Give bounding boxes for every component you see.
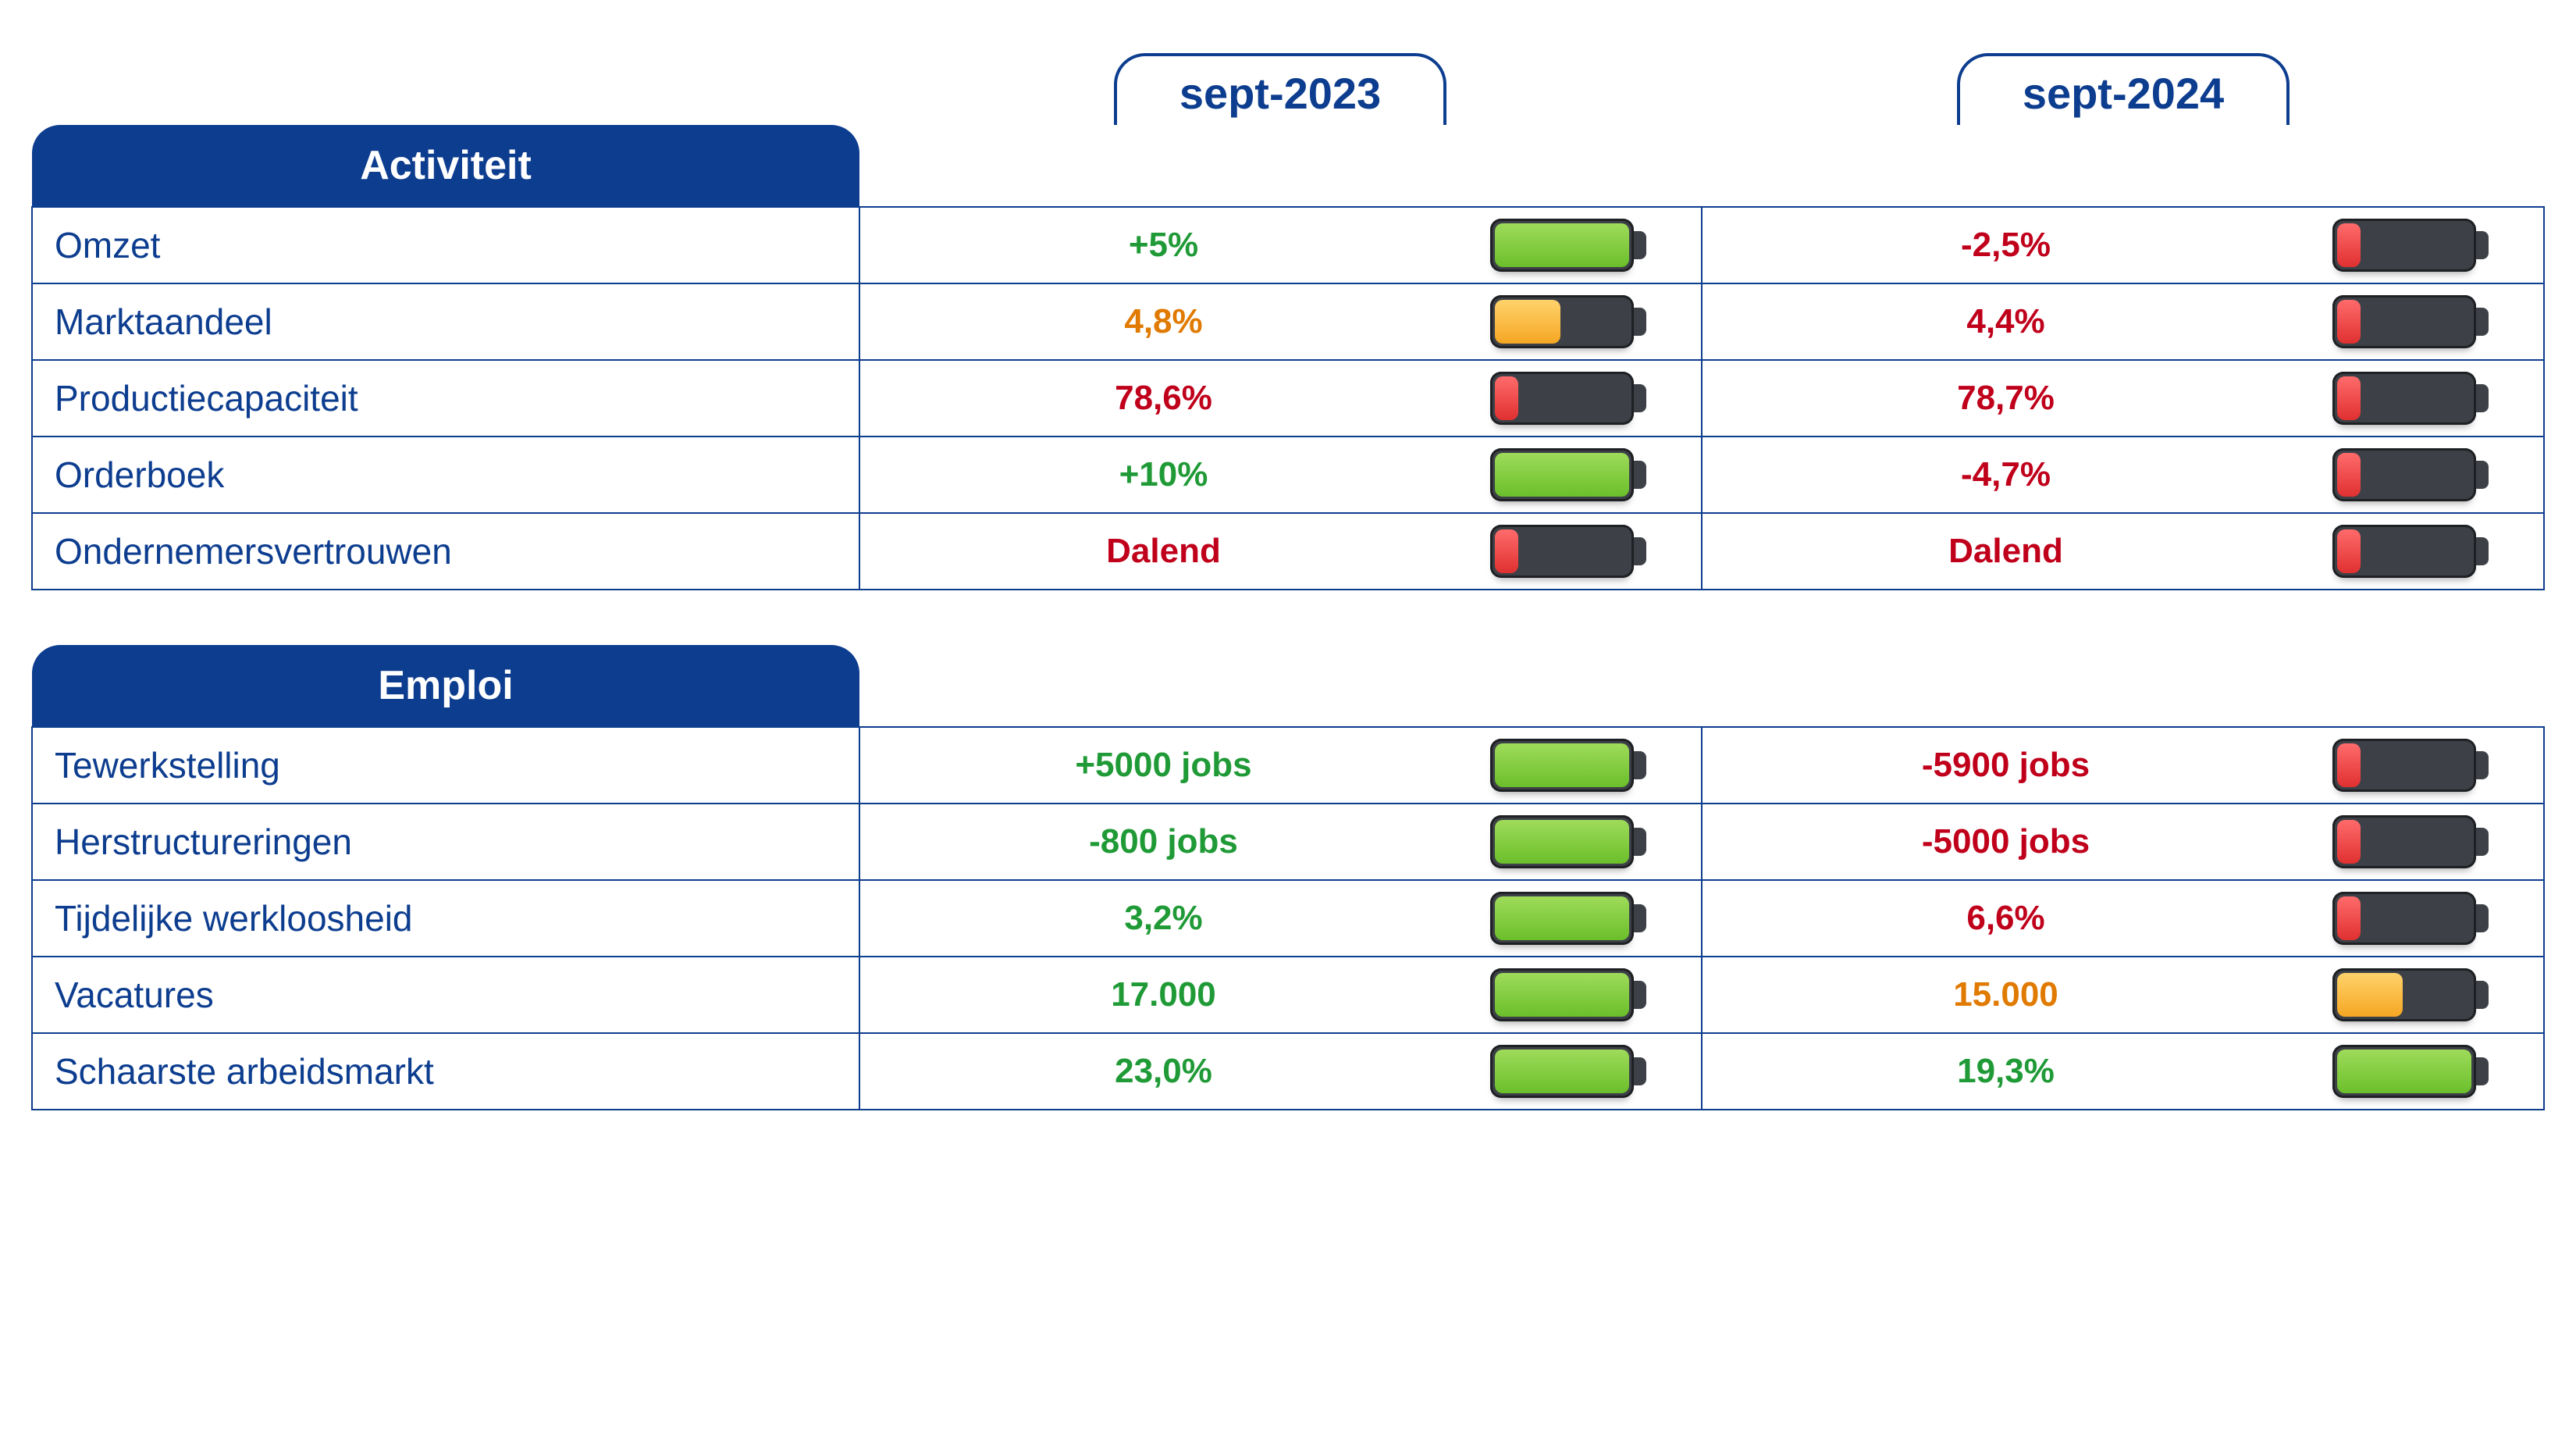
battery-icon	[2332, 892, 2489, 945]
period-cell: 15.000	[1702, 957, 2544, 1033]
period-cell: Dalend	[859, 513, 1702, 590]
metric-value: -4,7%	[1703, 455, 2309, 494]
battery-icon	[1490, 1045, 1646, 1098]
table-activiteit: Activiteit Omzet+5% -2,5% Marktaandeel4,8%…	[31, 125, 2545, 590]
metric-value: 3,2%	[860, 899, 1467, 938]
battery-icon	[1490, 295, 1646, 348]
table-row: Omzet+5% -2,5%	[32, 207, 2544, 283]
battery-icon	[1490, 739, 1646, 792]
period-cell: 23,0%	[859, 1033, 1702, 1110]
period-cell: -2,5%	[1702, 207, 2544, 283]
section-rows-activiteit: Omzet+5% -2,5% Marktaandeel4,8% 4,4% Product…	[32, 207, 2544, 590]
period-cell: 78,6%	[859, 360, 1702, 437]
metric-value: -2,5%	[1703, 226, 2309, 265]
table-row: Vacatures17.000 15.000	[32, 957, 2544, 1033]
table-row: Herstructureringen-800 jobs -5000 jobs	[32, 804, 2544, 880]
battery-icon	[1490, 815, 1646, 868]
table-row: Tewerkstelling+5000 jobs -5900 jobs	[32, 727, 2544, 804]
period-tab-1: sept-2023	[1114, 53, 1446, 125]
table-row: Schaarste arbeidsmarkt23,0% 19,3%	[32, 1033, 2544, 1110]
metric-value: -800 jobs	[860, 822, 1467, 861]
metric-value: -5000 jobs	[1703, 822, 2309, 861]
period-cell: 4,8%	[859, 283, 1702, 360]
battery-icon	[1490, 968, 1646, 1021]
comparison-infographic: sept-2023 sept-2024 Activiteit Omzet+5% -…	[0, 0, 2576, 1157]
table-row: OndernemersvertrouwenDalendDalend	[32, 513, 2544, 590]
period-cell: Dalend	[1702, 513, 2544, 590]
table-row: Productiecapaciteit78,6% 78,7%	[32, 360, 2544, 437]
table-emploi: Emploi Tewerkstelling+5000 jobs -5900 job…	[31, 645, 2545, 1110]
metric-value: Dalend	[1703, 532, 2309, 571]
metric-value: 78,6%	[860, 379, 1467, 418]
metric-value: 4,8%	[860, 302, 1467, 341]
battery-icon	[2332, 448, 2489, 501]
metric-value: +5000 jobs	[860, 746, 1467, 785]
battery-icon	[2332, 739, 2489, 792]
metric-value: 4,4%	[1703, 302, 2309, 341]
period-cell: -5900 jobs	[1702, 727, 2544, 804]
period-cell: 6,6%	[1702, 880, 2544, 957]
period-cell: 17.000	[859, 957, 1702, 1033]
metric-value: 17.000	[860, 975, 1467, 1014]
section-title-emploi: Emploi	[32, 645, 859, 726]
row-label: Marktaandeel	[32, 283, 859, 360]
metric-value: +5%	[860, 226, 1467, 265]
table-row: Orderboek+10% -4,7%	[32, 437, 2544, 513]
table-row: Marktaandeel4,8% 4,4%	[32, 283, 2544, 360]
battery-icon	[2332, 525, 2489, 578]
battery-icon	[2332, 1045, 2489, 1098]
metric-value: -5900 jobs	[1703, 746, 2309, 785]
battery-icon	[1490, 892, 1646, 945]
period-cell: -4,7%	[1702, 437, 2544, 513]
battery-icon	[1490, 219, 1646, 272]
period-cell: +5000 jobs	[859, 727, 1702, 804]
battery-icon	[2332, 295, 2489, 348]
period-cell: -5000 jobs	[1702, 804, 2544, 880]
period-cell: +10%	[859, 437, 1702, 513]
table-row: Tijdelijke werkloosheid3,2% 6,6%	[32, 880, 2544, 957]
battery-icon	[2332, 372, 2489, 425]
period-cell: 78,7%	[1702, 360, 2544, 437]
metric-value: 78,7%	[1703, 379, 2309, 418]
row-label: Schaarste arbeidsmarkt	[32, 1033, 859, 1110]
period-cell: -800 jobs	[859, 804, 1702, 880]
metric-value: 6,6%	[1703, 899, 2309, 938]
row-label: Orderboek	[32, 437, 859, 513]
section-rows-emploi: Tewerkstelling+5000 jobs -5900 jobs Herstr…	[32, 727, 2544, 1110]
battery-icon	[1490, 525, 1646, 578]
metric-value: 19,3%	[1703, 1052, 2309, 1091]
period-tab-2: sept-2024	[1957, 53, 2290, 125]
battery-icon	[1490, 448, 1646, 501]
period-cell: 4,4%	[1702, 283, 2544, 360]
period-tabs-row: sept-2023 sept-2024	[31, 31, 2545, 125]
battery-icon	[2332, 968, 2489, 1021]
metric-value: 15.000	[1703, 975, 2309, 1014]
row-label: Productiecapaciteit	[32, 360, 859, 437]
row-label: Tijdelijke werkloosheid	[32, 880, 859, 957]
metric-value: +10%	[860, 455, 1467, 494]
battery-icon	[1490, 372, 1646, 425]
period-cell: +5%	[859, 207, 1702, 283]
row-label: Ondernemersvertrouwen	[32, 513, 859, 590]
battery-icon	[2332, 219, 2489, 272]
row-label: Herstructureringen	[32, 804, 859, 880]
period-cell: 19,3%	[1702, 1033, 2544, 1110]
row-label: Tewerkstelling	[32, 727, 859, 804]
row-label: Omzet	[32, 207, 859, 283]
period-cell: 3,2%	[859, 880, 1702, 957]
metric-value: Dalend	[860, 532, 1467, 571]
metric-value: 23,0%	[860, 1052, 1467, 1091]
battery-icon	[2332, 815, 2489, 868]
section-title-activiteit: Activiteit	[32, 125, 859, 206]
row-label: Vacatures	[32, 957, 859, 1033]
